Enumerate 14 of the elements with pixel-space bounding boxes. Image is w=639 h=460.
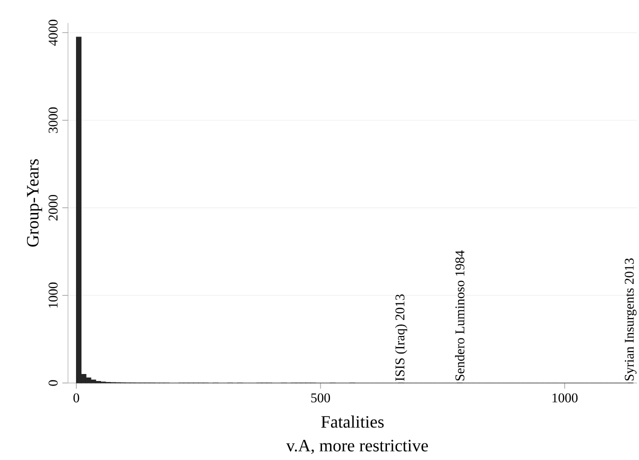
annotation: Syrian Insurgents 2013 [624, 258, 637, 380]
annotation: ISIS (Iraq) 2013 [395, 294, 408, 381]
x-tick-label: 0 [73, 393, 80, 402]
text: v.A, more restrictive [286, 440, 428, 454]
annotation: Sendero Luminoso 1984 [455, 250, 464, 380]
y-tick-label: 4000 [48, 20, 58, 46]
x-tick-label: 500 [311, 393, 330, 402]
y-tick-label: 1000 [48, 282, 58, 308]
x-axis-title: Fatalities [321, 416, 384, 428]
y-axis-title: Group-Years [26, 159, 42, 247]
x-tick-label: 1000 [552, 393, 578, 402]
y-tick-label: 2000 [48, 194, 58, 221]
y-tick-label: 3000 [48, 107, 58, 133]
y-tick-label: 0 [48, 380, 58, 386]
